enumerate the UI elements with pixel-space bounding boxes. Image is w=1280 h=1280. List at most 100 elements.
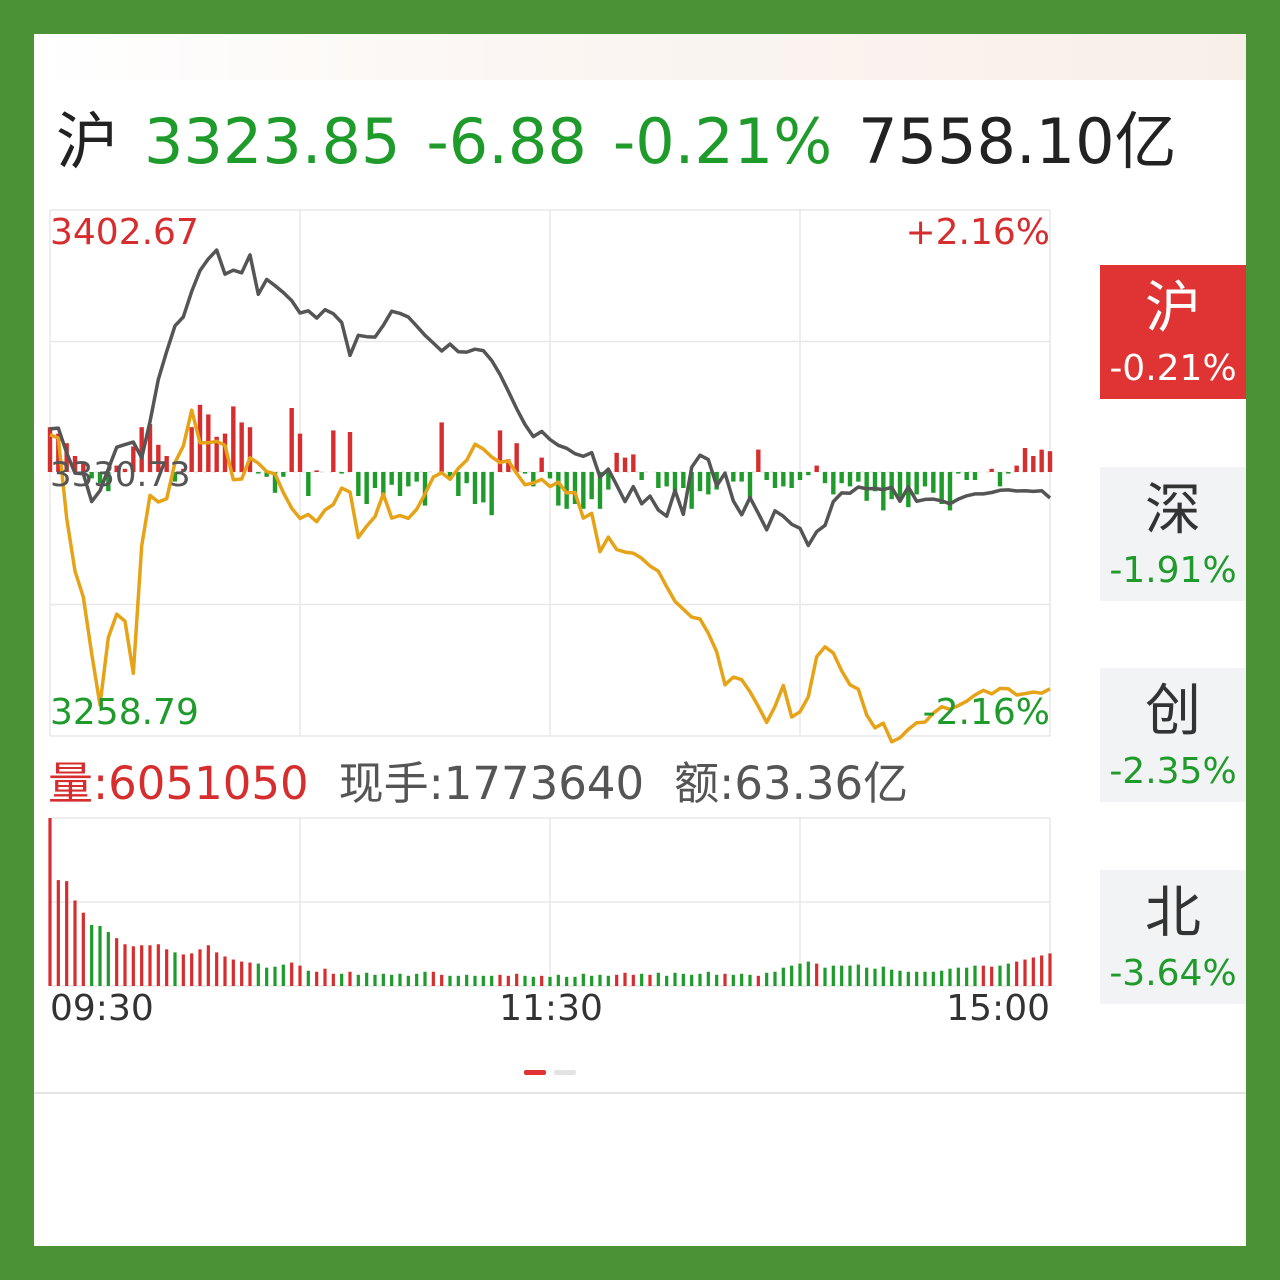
intraday-chart[interactable]: 3402.67 +2.16% 3330.73 3258.79 -2.16% 09… <box>34 34 1246 1246</box>
flow-bar <box>847 472 853 487</box>
flow-bar <box>1014 465 1019 472</box>
flow-bar <box>797 472 803 480</box>
flow-bar <box>381 472 386 496</box>
volume-bar <box>281 964 285 986</box>
flow-bar <box>306 472 311 496</box>
volume-bar <box>206 945 210 986</box>
flow-bar <box>497 430 503 472</box>
volume-bar <box>623 972 627 986</box>
y-max-label: 3402.67 <box>50 212 199 253</box>
volume-bar <box>48 818 52 986</box>
volume-bar <box>65 881 69 986</box>
volume-bar <box>581 973 585 986</box>
volume-bar <box>156 944 160 986</box>
volume-bar <box>240 961 244 986</box>
flow-bar <box>189 427 194 472</box>
volume-bar <box>965 967 969 986</box>
flow-bar <box>139 427 144 472</box>
flow-bar <box>956 472 961 474</box>
flow-bar <box>772 472 778 488</box>
pct-max-label: +2.16% <box>905 212 1050 253</box>
flow-bar <box>756 449 761 472</box>
volume-bar <box>231 959 235 986</box>
flow-bar <box>1006 472 1011 474</box>
top-banner <box>34 34 1246 80</box>
volume-bar <box>473 975 477 986</box>
volume-bar <box>673 972 677 986</box>
tab-sh-pct: -0.21% <box>1109 348 1237 389</box>
volume-bar <box>973 965 977 986</box>
page-dot-inactive[interactable] <box>554 1070 576 1075</box>
volume-bar <box>115 938 119 986</box>
tab-sz[interactable]: 深 -1.91% <box>1100 467 1246 601</box>
volume-bar <box>1006 963 1010 986</box>
index-change-pct: -0.21% <box>612 105 833 178</box>
tab-bj-name: 北 <box>1145 881 1201 946</box>
volume-bar <box>573 976 577 986</box>
volume-bar <box>598 974 602 986</box>
volume-bar <box>223 956 227 986</box>
volume-bar <box>848 965 852 986</box>
volume-bar <box>106 932 110 986</box>
volume-bar <box>790 965 794 986</box>
volume-bar <box>356 974 360 986</box>
volume-bar <box>565 976 569 986</box>
tab-cy-name: 创 <box>1145 679 1201 744</box>
flow-bar <box>581 472 586 509</box>
volume-bar <box>990 966 994 986</box>
price-lines <box>49 248 1052 744</box>
flow-bar <box>872 472 878 492</box>
volume-bar <box>540 975 544 986</box>
index-name: 沪 <box>56 105 119 178</box>
volume-bar <box>406 975 410 986</box>
volume-bar <box>723 973 727 986</box>
volume-bar <box>531 976 535 986</box>
flow-bar <box>639 472 644 480</box>
page-indicator[interactable] <box>524 1070 584 1076</box>
flow-bar <box>806 472 811 476</box>
volume-bar <box>781 967 785 986</box>
flow-bar <box>931 472 936 493</box>
volume-bar <box>1048 953 1052 986</box>
flow-bar <box>331 430 336 472</box>
flow-bar <box>372 472 378 488</box>
volume-bar <box>56 880 60 986</box>
flow-bar <box>697 472 703 492</box>
flow-bar <box>339 472 344 474</box>
flow-bar <box>389 472 394 485</box>
flow-bar <box>664 472 669 487</box>
flow-bar <box>789 472 794 488</box>
flow-bar <box>747 472 753 498</box>
volume-bar <box>998 965 1002 986</box>
flow-bar <box>897 472 903 501</box>
volume-bar <box>215 952 219 986</box>
volume-bar <box>515 973 519 986</box>
tab-cy[interactable]: 创 -2.35% <box>1100 668 1246 802</box>
volume-bar <box>881 966 885 986</box>
flow-bar <box>456 472 461 496</box>
tab-bj[interactable]: 北 -3.64% <box>1100 870 1246 1004</box>
volume-bar <box>856 964 860 986</box>
volume-bar <box>915 971 919 986</box>
flow-bar <box>947 472 953 511</box>
flow-bar <box>172 472 178 482</box>
volume-bar <box>1023 959 1027 986</box>
flow-bar <box>122 468 128 472</box>
volume-summary: 量:6051050 现手:1773640 额:63.36亿 <box>48 754 908 814</box>
volume-bar <box>90 924 94 986</box>
tab-sz-name: 深 <box>1145 478 1201 543</box>
flow-bar <box>72 456 78 472</box>
volume-bar <box>323 968 327 986</box>
volume-bar <box>890 969 894 986</box>
volume-bar <box>765 972 769 986</box>
volume-bar <box>923 971 927 986</box>
page-dot-active[interactable] <box>524 1070 546 1075</box>
volume-bar <box>756 975 760 986</box>
volume-bar <box>840 965 844 986</box>
tab-sh[interactable]: 沪 -0.21% <box>1100 265 1246 399</box>
flow-bar <box>231 406 236 472</box>
volume-bar <box>148 945 152 986</box>
volume-bar <box>440 974 444 986</box>
volume-bar <box>173 952 177 986</box>
flow-bar <box>814 465 819 472</box>
